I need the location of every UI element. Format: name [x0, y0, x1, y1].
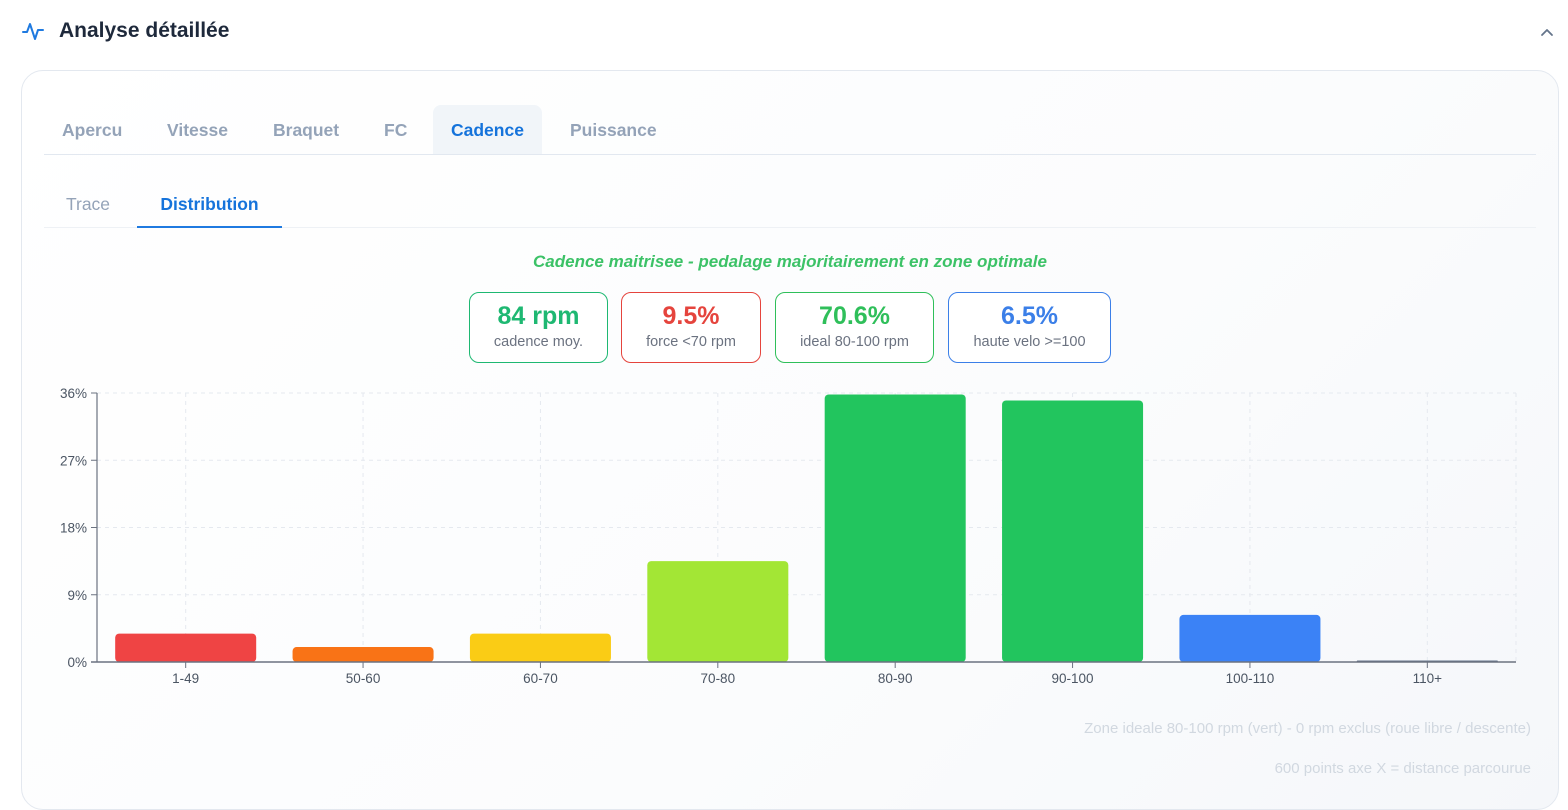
stat-value: 6.5%	[1001, 302, 1058, 330]
footnote-axis: 600 points axe X = distance parcourue	[1274, 760, 1531, 777]
bar	[824, 394, 966, 662]
stat-card-high-velocity: 6.5% haute velo >=100	[948, 292, 1111, 363]
bar	[115, 633, 257, 662]
y-tick-label: 36%	[60, 386, 87, 401]
y-tick-label: 27%	[60, 453, 87, 468]
cadence-verdict: Cadence maitrisee - pedalage majoritaire…	[533, 252, 1047, 271]
x-tick-label: 70-80	[701, 671, 736, 686]
section-header: Analyse détaillée	[0, 0, 1568, 64]
y-tick-label: 9%	[67, 588, 87, 603]
stat-card-force: 9.5% force <70 rpm	[621, 292, 761, 363]
chevron-up-icon[interactable]	[1538, 24, 1556, 40]
bar	[469, 633, 611, 662]
tab-fc[interactable]: FC	[384, 120, 408, 140]
bar	[647, 561, 789, 662]
subtab-trace[interactable]: Trace	[65, 194, 111, 214]
stat-label: ideal 80-100 rpm	[800, 334, 909, 350]
footnote-zone: Zone ideale 80-100 rpm (vert) - 0 rpm ex…	[1084, 720, 1531, 737]
subtab-distribution[interactable]: Distribution	[137, 182, 282, 228]
x-tick-label: 100-110	[1226, 671, 1275, 686]
stat-value: 84 rpm	[497, 302, 580, 330]
x-tick-label: 90-100	[1052, 671, 1094, 686]
bar	[1179, 614, 1321, 662]
x-tick-label: 60-70	[523, 671, 558, 686]
x-tick-label: 50-60	[346, 671, 381, 686]
stat-label: cadence moy.	[493, 334, 584, 350]
x-tick-label: 110+	[1413, 671, 1443, 686]
stat-card-ideal: 70.6% ideal 80-100 rpm	[775, 292, 934, 363]
tab-puissance[interactable]: Puissance	[570, 120, 657, 140]
stat-value: 9.5%	[662, 302, 720, 330]
tab-apercu[interactable]: Apercu	[62, 120, 123, 140]
section-title: Analyse détaillée	[59, 19, 230, 42]
stat-value: 70.6%	[819, 302, 890, 330]
tab-vitesse[interactable]: Vitesse	[167, 120, 228, 140]
stat-label: haute velo >=100	[973, 334, 1086, 350]
x-tick-label: 80-90	[878, 671, 913, 686]
pulse-icon	[22, 23, 44, 40]
bar	[1002, 400, 1144, 662]
main-tabs: Apercu Vitesse Braquet FC Cadence Puissa…	[44, 105, 1536, 155]
tab-braquet[interactable]: Braquet	[273, 120, 340, 140]
y-tick-label: 0%	[67, 655, 87, 670]
stat-label: force <70 rpm	[646, 334, 736, 350]
y-tick-label: 18%	[60, 521, 87, 536]
tab-cadence[interactable]: Cadence	[433, 105, 542, 154]
sub-tabs: Trace Distribution	[44, 182, 1536, 228]
x-tick-label: 1-49	[172, 671, 199, 686]
stat-card-average: 84 rpm cadence moy.	[469, 292, 608, 363]
bar	[292, 647, 434, 662]
analysis-card	[21, 70, 1559, 810]
